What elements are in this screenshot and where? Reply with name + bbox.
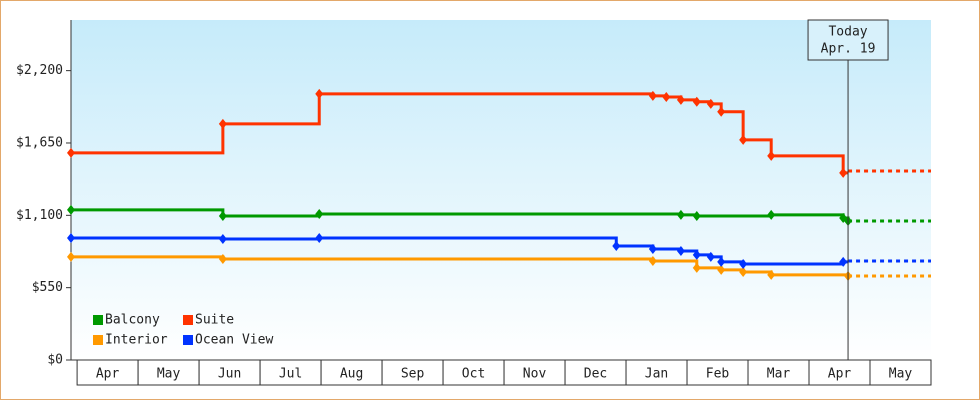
- today-box: [807, 19, 889, 61]
- point: [648, 243, 657, 254]
- point: [676, 245, 685, 256]
- point: [767, 209, 776, 220]
- legend-swatch: [93, 335, 103, 345]
- point: [315, 232, 324, 243]
- legend-label: Suite: [195, 313, 234, 328]
- legend-swatch: [183, 335, 193, 345]
- y-tick-label: $1,100: [16, 208, 63, 223]
- point: [648, 255, 657, 266]
- point: [218, 210, 227, 221]
- x-tick-box: [137, 359, 200, 386]
- x-tick-label: Mar: [767, 367, 791, 382]
- x-tick-box: [320, 359, 383, 386]
- point: [706, 251, 715, 262]
- point: [67, 251, 75, 262]
- y-tick-label: $550: [32, 280, 63, 295]
- legend-label: Interior: [105, 333, 168, 348]
- x-tick-label: Jul: [279, 367, 302, 382]
- point: [839, 167, 848, 178]
- x-tick-box: [625, 359, 688, 386]
- x-tick-box: [808, 359, 871, 386]
- point: [662, 91, 671, 102]
- x-tick-box: [198, 359, 261, 386]
- point: [739, 258, 748, 269]
- x-tick-box: [259, 359, 322, 386]
- point: [612, 240, 621, 251]
- point: [218, 118, 227, 129]
- point: [739, 134, 748, 145]
- today-date: Apr. 19: [821, 42, 876, 57]
- point: [692, 249, 701, 260]
- legend-swatch: [183, 315, 193, 325]
- y-tick-label: $2,200: [16, 63, 63, 78]
- x-tick-label: Sep: [401, 367, 425, 382]
- x-tick-label: Nov: [523, 367, 547, 382]
- point: [739, 267, 748, 278]
- x-tick-label: Oct: [462, 367, 485, 382]
- x-tick-label: Apr: [96, 367, 120, 382]
- x-tick-label: May: [157, 367, 181, 382]
- point: [676, 94, 685, 105]
- point: [692, 262, 701, 273]
- today-label: Today: [828, 25, 867, 40]
- point: [648, 90, 657, 101]
- x-tick-label: Feb: [706, 367, 730, 382]
- point: [717, 106, 726, 117]
- x-tick-label: Dec: [584, 367, 607, 382]
- y-tick-label: $0: [47, 353, 63, 368]
- point: [218, 253, 227, 264]
- x-tick-label: May: [889, 367, 913, 382]
- x-tick-label: Jun: [218, 367, 241, 382]
- y-tick-label: $1,650: [16, 135, 63, 150]
- legend-label: Balcony: [105, 313, 160, 328]
- point: [767, 150, 776, 161]
- point: [315, 209, 324, 220]
- x-tick-box: [503, 359, 566, 386]
- x-tick-box: [76, 359, 139, 386]
- point: [67, 147, 75, 158]
- point: [717, 256, 726, 267]
- point: [67, 232, 75, 243]
- point: [67, 204, 75, 215]
- x-tick-label: Aug: [340, 367, 363, 382]
- point: [692, 210, 701, 221]
- legend-swatch: [93, 315, 103, 325]
- x-tick-box: [869, 359, 932, 386]
- legend-label: Ocean View: [195, 333, 273, 348]
- point: [706, 98, 715, 109]
- point: [692, 96, 701, 107]
- point: [767, 269, 776, 280]
- point: [839, 256, 848, 267]
- x-tick-label: Apr: [828, 367, 852, 382]
- point: [315, 88, 324, 99]
- x-tick-label: Jan: [645, 367, 668, 382]
- point: [218, 233, 227, 244]
- point: [717, 264, 726, 275]
- point: [676, 209, 685, 220]
- plot-area: [71, 20, 931, 360]
- x-tick-box: [747, 359, 810, 386]
